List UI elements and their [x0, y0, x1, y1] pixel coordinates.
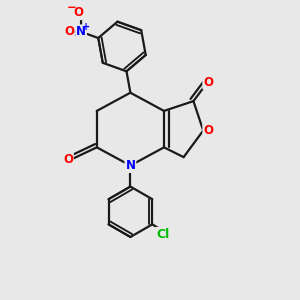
Text: −: −	[67, 1, 77, 14]
Text: O: O	[63, 154, 73, 166]
Text: O: O	[73, 6, 83, 19]
Text: O: O	[203, 124, 213, 137]
Text: O: O	[203, 76, 213, 88]
Text: +: +	[82, 22, 90, 32]
Text: O: O	[64, 26, 74, 38]
Text: N: N	[76, 26, 86, 38]
Text: Cl: Cl	[156, 228, 169, 241]
Text: N: N	[125, 159, 135, 172]
